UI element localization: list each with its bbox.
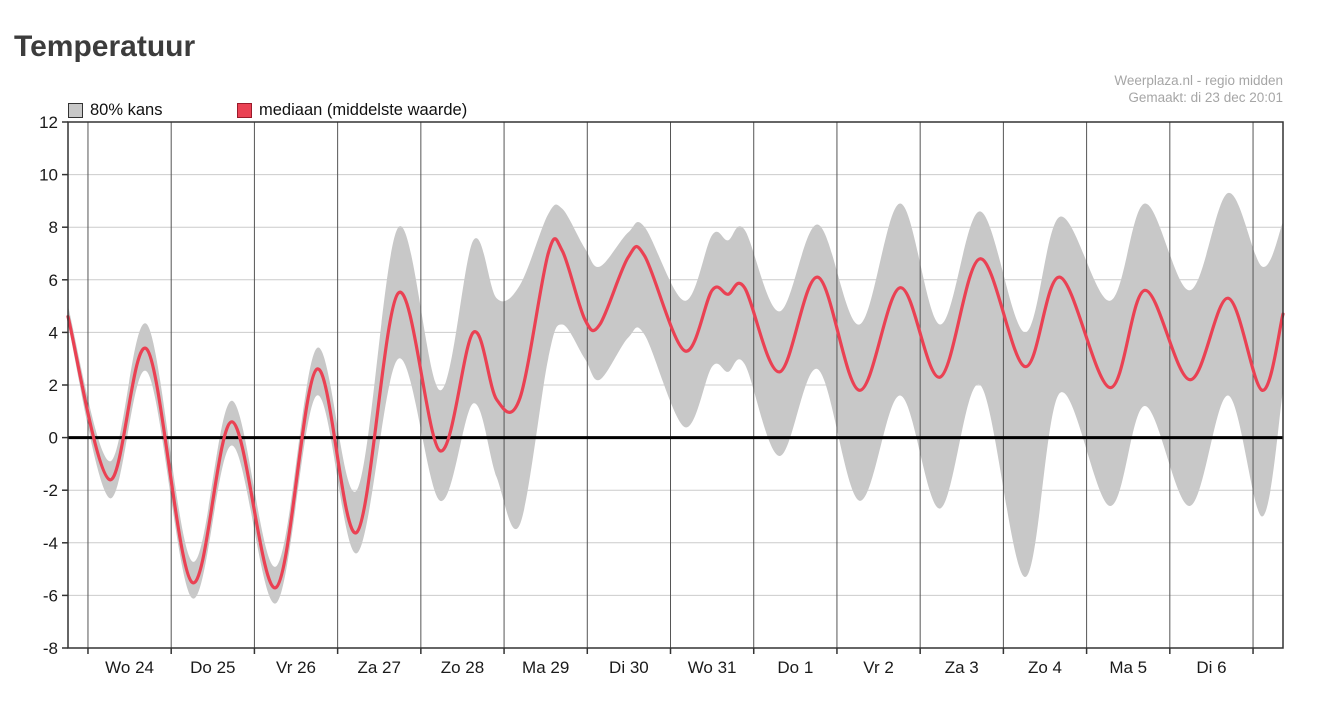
y-axis-tick-label: -2 <box>43 481 58 500</box>
x-axis-day-label: Wo 24 <box>105 658 154 677</box>
x-axis-day-label: Do 25 <box>190 658 235 677</box>
x-axis-day-label: Vr 26 <box>276 658 316 677</box>
y-axis-tick-label: -4 <box>43 534 58 553</box>
x-axis-day-label: Vr 2 <box>863 658 894 677</box>
x-axis-day-label: Za 27 <box>357 658 400 677</box>
y-axis-tick-label: 8 <box>49 218 58 237</box>
page-title: Temperatuur <box>14 30 196 63</box>
attribution-source: Weerplaza.nl - regio midden <box>1114 73 1283 88</box>
attribution-generated-at: Gemaakt: di 23 dec 20:01 <box>1128 90 1283 105</box>
x-axis-day-label: Di 30 <box>609 658 649 677</box>
confidence-band-area <box>68 192 1283 604</box>
legend-median-label: mediaan (middelste waarde) <box>259 101 468 119</box>
x-axis-day-label: Do 1 <box>777 658 813 677</box>
legend-item-band: 80% kans <box>68 101 162 120</box>
y-axis-tick-label: 6 <box>49 271 58 290</box>
legend-band-label: 80% kans <box>90 101 163 119</box>
y-axis-tick-label: -6 <box>43 586 58 605</box>
y-axis-tick-label: 2 <box>49 376 58 395</box>
y-axis-tick-label: -8 <box>43 639 58 658</box>
x-axis-day-label: Za 3 <box>945 658 979 677</box>
y-axis-tick-label: 4 <box>49 323 58 342</box>
legend-item-median: mediaan (middelste waarde) <box>237 101 467 120</box>
y-axis-tick-label: 12 <box>39 113 58 132</box>
y-axis-tick-label: 10 <box>39 166 58 185</box>
x-axis-day-label: Wo 31 <box>688 658 737 677</box>
x-axis-day-label: Ma 5 <box>1109 658 1147 677</box>
attribution: Weerplaza.nl - regio midden Gemaakt: di … <box>1114 72 1283 106</box>
band-color-swatch <box>68 103 83 118</box>
x-axis-day-label: Zo 4 <box>1028 658 1062 677</box>
y-axis-tick-label: 0 <box>49 429 58 448</box>
x-axis-day-label: Zo 28 <box>441 658 484 677</box>
x-axis-day-label: Di 6 <box>1196 658 1226 677</box>
x-axis-day-label: Ma 29 <box>522 658 569 677</box>
median-line <box>66 237 1285 590</box>
median-color-swatch <box>237 103 252 118</box>
